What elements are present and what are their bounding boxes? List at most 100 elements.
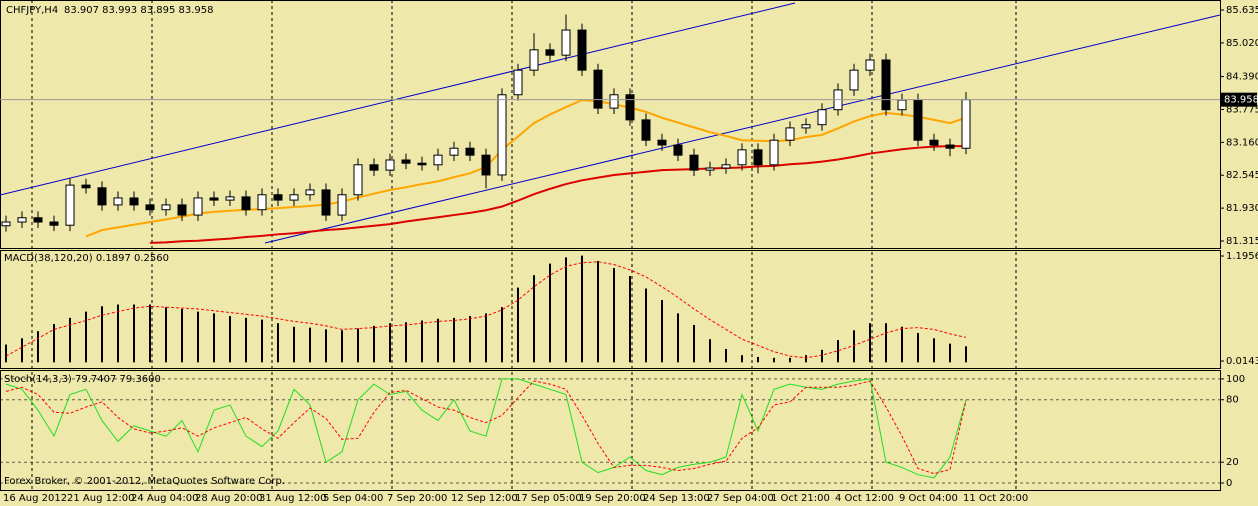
macd-bar [821, 349, 823, 363]
macd-bar [517, 287, 519, 363]
candle-body [577, 29, 587, 71]
macd-bar [437, 318, 439, 363]
signal-line [5, 261, 967, 359]
macd-bar [421, 320, 423, 363]
candle-body [33, 217, 43, 223]
macd-bar [309, 327, 311, 363]
y-tick-label: 85.635 [1226, 5, 1258, 16]
y-tick-label: 84.390 [1226, 72, 1258, 83]
candle-body [945, 144, 955, 149]
candle-body [673, 144, 683, 156]
candle-body [209, 197, 219, 201]
main-panel [0, 0, 1221, 249]
candle-body [17, 217, 27, 223]
y-tick-label: 1.1956 [1226, 251, 1258, 262]
macd-bar [613, 268, 615, 363]
macd-bar [85, 311, 87, 363]
y-tick-label: 0.0143 [1226, 356, 1258, 367]
candle-body [433, 154, 443, 166]
candle-body [305, 189, 315, 196]
candle-body [369, 164, 379, 171]
macd-bar [565, 257, 567, 363]
macd-bar [5, 344, 7, 363]
macd-bar [149, 304, 151, 363]
candle-body [81, 184, 91, 189]
candle-body [225, 196, 235, 201]
candle-body [497, 94, 507, 176]
candle-body [721, 164, 731, 169]
macd-bar [677, 313, 679, 363]
x-tick-label: 17 Sep 05:00 [515, 493, 582, 504]
macd-bar [661, 300, 663, 363]
macd-bar [581, 255, 583, 363]
macd-bar [197, 311, 199, 363]
price-label: 83.958 [1224, 95, 1258, 106]
macd-bar [549, 263, 551, 363]
candle-body [513, 69, 523, 96]
macd-bar [469, 316, 471, 363]
y-tick-label: 100 [1226, 374, 1245, 385]
candle-body [849, 69, 859, 91]
candle-body [129, 197, 139, 206]
macd-panel [0, 250, 1221, 369]
candle-body [625, 94, 635, 121]
candle-body [881, 59, 891, 111]
x-tick-label: 5 Sep 04:00 [323, 493, 383, 504]
candle-body [337, 194, 347, 216]
macd-bar [117, 304, 119, 363]
macd-bar [885, 323, 887, 363]
candle-body [193, 197, 203, 216]
macd-bar [645, 288, 647, 363]
footer: Forex Broker, © 2001-2012, MetaQuotes So… [4, 476, 285, 487]
x-tick-label: 16 Aug 2012 [3, 493, 67, 504]
candle-body [561, 29, 571, 56]
symbol: CHFJPY,H4 [6, 5, 58, 16]
candle-body [481, 154, 491, 176]
macd-bar [165, 307, 167, 363]
y-tick-label: 20 [1226, 457, 1239, 468]
candle-body [865, 59, 875, 71]
macd-bar [805, 355, 807, 363]
macd-bar [597, 260, 599, 363]
candle-body [753, 149, 763, 166]
candle-body [705, 167, 715, 171]
x-tick-label: 1 Oct 21:00 [771, 493, 830, 504]
candle-body [257, 194, 267, 211]
macd-bar [181, 308, 183, 363]
macd-bar [101, 306, 103, 363]
macd-bar [933, 338, 935, 363]
macd-bar [37, 331, 39, 363]
candle-body [449, 147, 459, 156]
candle-body [321, 189, 331, 216]
candle-body [97, 187, 107, 206]
macd-bar [389, 323, 391, 363]
macd-bar [629, 276, 631, 363]
candle-body [545, 49, 555, 56]
x-tick-label: 21 Aug 12:00 [67, 493, 134, 504]
macd-bar [357, 328, 359, 363]
macd-bar [709, 339, 711, 363]
macd-title: MACD(38,120,20) 0.1897 0.2560 [4, 253, 169, 264]
candle-body [1, 221, 11, 227]
macd-bar [917, 332, 919, 363]
candle-body [241, 196, 251, 211]
x-tick-label: 7 Sep 20:00 [387, 493, 447, 504]
candle-body [49, 221, 59, 226]
y-tick-label: 81.315 [1226, 236, 1258, 247]
candle-body [961, 99, 971, 149]
macd-bar [853, 330, 855, 363]
macd-bar [21, 338, 23, 363]
macd-bar [773, 357, 775, 363]
x-tick-label: 28 Aug 20:00 [195, 493, 262, 504]
candle-body [465, 147, 475, 156]
candle-body [273, 194, 283, 201]
candle-body [289, 194, 299, 201]
macd-bar [213, 313, 215, 363]
candle-body [657, 139, 667, 146]
macd-bar [245, 317, 247, 363]
y-tick-label: 80 [1226, 395, 1239, 406]
macd-bar [757, 356, 759, 363]
macd-bar [533, 275, 535, 363]
